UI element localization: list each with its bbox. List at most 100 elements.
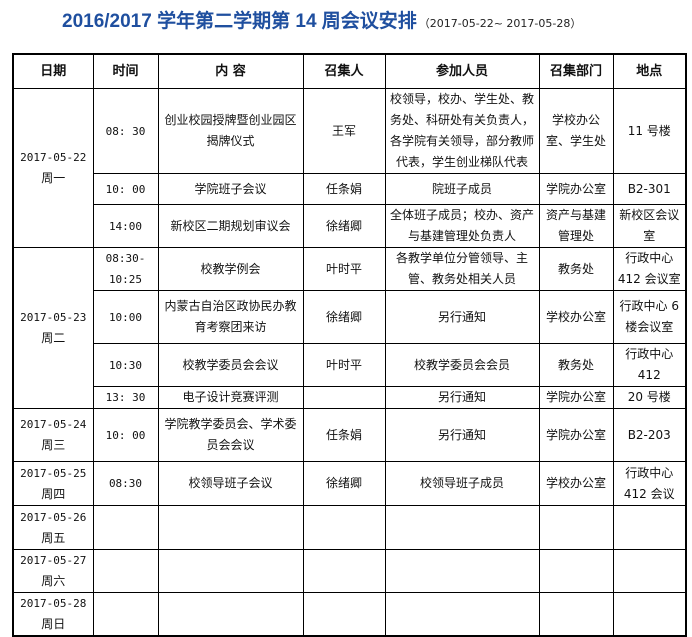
- table-row: 2017-05-28 周日: [12, 592, 687, 637]
- time-cell: 10:00: [92, 290, 159, 344]
- attendees-cell: 另行通知: [384, 408, 540, 462]
- date-text: 2017-05-24: [20, 418, 87, 431]
- time-cell: 08:30-10:25: [92, 247, 159, 291]
- time-cell: 10: 00: [92, 408, 159, 462]
- dept-cell: 资产与基建管理处: [538, 204, 614, 248]
- table-row: 2017-05-24 周三 10: 00 学院教学委员会、学术委员会会议 任条娟 另行通知…: [12, 408, 687, 462]
- header-convener: 召集人: [302, 53, 386, 89]
- convener-cell: [302, 592, 386, 637]
- content-cell: 新校区二期规划审议会: [157, 204, 304, 248]
- table-row: 2017-05-23 周二 08:30-10:25 校教学例会叶时平 各教学单位分管领导…: [12, 247, 687, 409]
- date-cell: 2017-05-27 周六: [12, 549, 94, 593]
- weekday-text: 周四: [41, 486, 66, 501]
- weekday-text: 周六: [41, 574, 66, 588]
- place-cell: [612, 505, 687, 550]
- place-cell: B2-301: [612, 173, 687, 205]
- content-cell: [157, 592, 304, 637]
- content-cell: [157, 549, 304, 593]
- dept-cell: 学校办公室、学生处: [538, 88, 614, 174]
- date-cell: 2017-05-28 周日: [12, 592, 94, 637]
- place-cell: 行政中心412 会议室: [612, 247, 687, 291]
- date-text: 2017-05-27: [20, 554, 87, 567]
- header-time: 时间: [92, 53, 159, 89]
- dept-cell: 学院办公室: [538, 408, 614, 462]
- place-cell: B2-203: [612, 408, 687, 462]
- table-row: 2017-05-22 周一 08: 30 创业校园授牌暨创业园区揭牌仪式 王军 校领导，校…: [12, 88, 687, 248]
- attendees-cell: [384, 505, 540, 550]
- attendees-cell: [384, 549, 540, 593]
- date-cell: 2017-05-26 周五: [12, 505, 94, 550]
- weekday-text: 周日: [41, 617, 66, 631]
- dept-cell: 教务处: [538, 247, 614, 291]
- date-text: 2017-05-26: [20, 510, 87, 524]
- dept-cell: 学校办公室: [538, 290, 614, 344]
- dept-cell: [538, 549, 614, 593]
- date-cell: 2017-05-24 周三: [12, 408, 94, 462]
- time-cell: 13: 30: [92, 386, 159, 409]
- place-cell: 行政中心412: [612, 343, 687, 387]
- header-place: 地点: [612, 53, 687, 89]
- place-cell: [612, 592, 687, 637]
- date-cell: 2017-05-22 周一: [12, 88, 94, 248]
- dept-cell: [538, 592, 614, 637]
- header-row: 日期 时间 内 容 召集人 参加人员 召集部门 地点: [12, 53, 687, 89]
- content-cell: 创业校园授牌暨创业园区揭牌仪式: [157, 88, 304, 174]
- date-cell: 2017-05-23 周二: [12, 247, 94, 409]
- date-text: 2017-05-23: [20, 311, 87, 324]
- attendees-cell: 另行通知: [384, 386, 540, 409]
- time-cell: 14:00: [92, 204, 159, 248]
- header-attendees: 参加人员: [384, 53, 540, 89]
- place-cell: 行政中心 6 楼会议室: [612, 290, 687, 344]
- convener-cell: 徐绪卿: [302, 461, 386, 506]
- convener-cell: [302, 505, 386, 550]
- dept-cell: [538, 505, 614, 550]
- weekday-text: 周一: [41, 171, 66, 185]
- attendees-cell: 各教学单位分管领导、主管、教务处相关人员: [384, 247, 540, 291]
- convener-cell: 任条娟: [302, 173, 386, 205]
- content-cell: 电子设计竞赛评测: [157, 386, 304, 409]
- time-cell: [92, 549, 159, 593]
- convener-cell: [302, 386, 386, 409]
- title-main: 2016/2017 学年第二学期第 14 周会议安排: [62, 11, 417, 32]
- content-cell: 校教学例会: [157, 247, 304, 291]
- title-date-range: （2017-05-22~ 2017-05-28）: [418, 17, 582, 30]
- time-cell: 10:30: [92, 343, 159, 387]
- content-cell: [157, 505, 304, 550]
- time-cell: [92, 505, 159, 550]
- table-row: 10:00 内蒙古自治区政协民办教育考察团来访 徐绪卿 另行通知 学校办公室 行政中心 6…: [13, 290, 687, 344]
- table-row: 2017-05-25 周四 08:30 校领导班子会议 徐绪卿 校领导班子成员 学校办公室行…: [12, 461, 687, 506]
- header-content: 内 容: [157, 53, 304, 89]
- header-date: 日期: [12, 53, 94, 89]
- date-text: 2017-05-28: [20, 597, 87, 610]
- attendees-cell: 全体班子成员；校办、资产与基建管理处负责人: [384, 204, 540, 248]
- place-cell: [612, 549, 687, 593]
- table-row: 10:30 校教学委员会会议 叶时平 校教学委员会会员 教务处 行政中心412: [13, 343, 687, 387]
- convener-cell: 叶时平: [302, 343, 386, 387]
- table-row: 10: 00 学院班子会议 任条娟 院班子成员 学院办公室 B2-301: [13, 173, 687, 205]
- dept-cell: 学校办公室: [538, 461, 614, 506]
- time-cell: 08: 30: [92, 88, 159, 174]
- weekday-text: 周二: [41, 331, 66, 345]
- attendees-cell: 校领导班子成员: [384, 461, 540, 506]
- time-cell: [92, 592, 159, 637]
- table-row: 2017-05-26 周五: [12, 505, 687, 550]
- date-text: 2017-05-22: [20, 151, 87, 164]
- place-cell: 行政中心412 会议: [612, 461, 687, 506]
- weekday-text: 周五: [41, 530, 66, 545]
- content-cell: 内蒙古自治区政协民办教育考察团来访: [157, 290, 304, 344]
- content-cell: 校教学委员会会议: [157, 343, 304, 387]
- table-row: 13: 30 电子设计竞赛评测 另行通知 学院办公室 20 号楼: [13, 386, 687, 409]
- date-cell: 2017-05-25 周四: [12, 461, 94, 506]
- convener-cell: 徐绪卿: [302, 290, 386, 344]
- content-cell: 学院班子会议: [157, 173, 304, 205]
- dept-cell: 学院办公室: [538, 173, 614, 205]
- weekday-text: 周三: [41, 438, 66, 452]
- place-cell: 20 号楼: [612, 386, 687, 409]
- page-title: 2016/2017 学年第二学期第 14 周会议安排 （2017-05-22~ 2…: [62, 6, 581, 33]
- content-cell: 校领导班子会议: [157, 461, 304, 506]
- content-cell: 学院教学委员会、学术委员会会议: [157, 408, 304, 462]
- attendees-cell: 校教学委员会会员: [384, 343, 540, 387]
- convener-cell: 任条娟: [302, 408, 386, 462]
- meeting-schedule-table: 日期 时间 内 容 召集人 参加人员 召集部门 地点 2017-05-22 周一 0…: [12, 53, 687, 637]
- attendees-cell: 另行通知: [384, 290, 540, 344]
